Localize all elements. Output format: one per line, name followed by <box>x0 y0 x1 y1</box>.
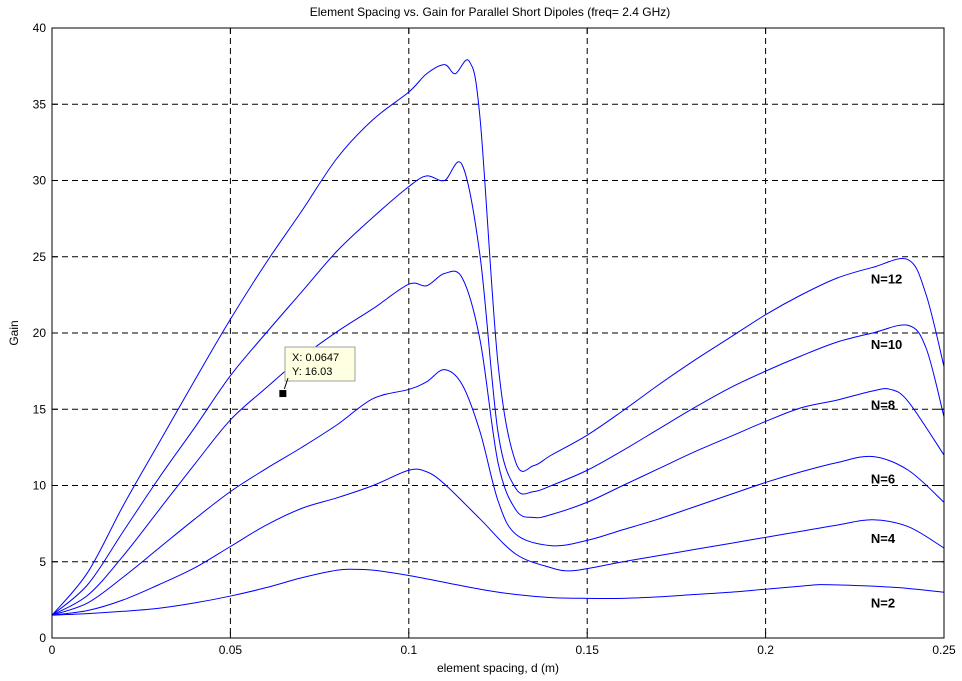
series-label: N=2 <box>871 595 895 610</box>
datatip-y-label: Y: 16.03 <box>292 366 332 378</box>
y-tick-label: 5 <box>39 555 46 569</box>
x-tick-label: 0.2 <box>757 643 774 657</box>
series-line-n-2 <box>51 568 945 616</box>
series-label: N=10 <box>871 337 902 352</box>
datatip-x-label: X: 0.0647 <box>292 352 339 364</box>
datatip[interactable]: X: 0.0647 Y: 16.03 <box>278 346 356 399</box>
chart-title: Element Spacing vs. Gain for Parallel Sh… <box>310 5 671 19</box>
x-tick-label: 0.25 <box>932 643 956 657</box>
y-tick-label: 25 <box>33 250 47 264</box>
y-tick-label: 35 <box>33 97 47 111</box>
series-line-n-8 <box>51 270 945 616</box>
series-label: N=8 <box>871 397 895 412</box>
y-tick-label: 20 <box>33 326 47 340</box>
y-tick-label: 40 <box>33 21 47 35</box>
axis-ticks: 0 0.05 0.1 0.15 0.2 0.25 0 5 10 15 20 25 30 35 40 <box>33 21 956 657</box>
series-line-n-12 <box>51 59 945 616</box>
y-tick-label: 30 <box>33 174 47 188</box>
x-tick-label: 0 <box>49 643 56 657</box>
series-labels: N=2 N=4 N=6 N=8 N=10 N=12 <box>871 272 902 611</box>
y-tick-label: 10 <box>33 479 47 493</box>
series-label: N=6 <box>871 471 895 486</box>
grid <box>52 28 944 638</box>
x-axis-label: element spacing, d (m) <box>437 661 559 675</box>
x-tick-label: 0.1 <box>400 643 417 657</box>
series-label: N=4 <box>871 531 896 546</box>
series-line-n-10 <box>51 161 945 616</box>
series-layer <box>51 59 945 616</box>
y-tick-label: 0 <box>39 631 46 645</box>
series-line-n-4 <box>51 468 945 616</box>
y-axis-label: Gain <box>7 320 21 345</box>
datatip-marker[interactable] <box>278 389 288 399</box>
x-tick-label: 0.15 <box>576 643 600 657</box>
series-label: N=12 <box>871 272 902 287</box>
y-tick-label: 15 <box>33 402 47 416</box>
datatip-box <box>284 346 356 382</box>
series-line-n-6 <box>51 369 945 616</box>
x-tick-label: 0.05 <box>219 643 243 657</box>
